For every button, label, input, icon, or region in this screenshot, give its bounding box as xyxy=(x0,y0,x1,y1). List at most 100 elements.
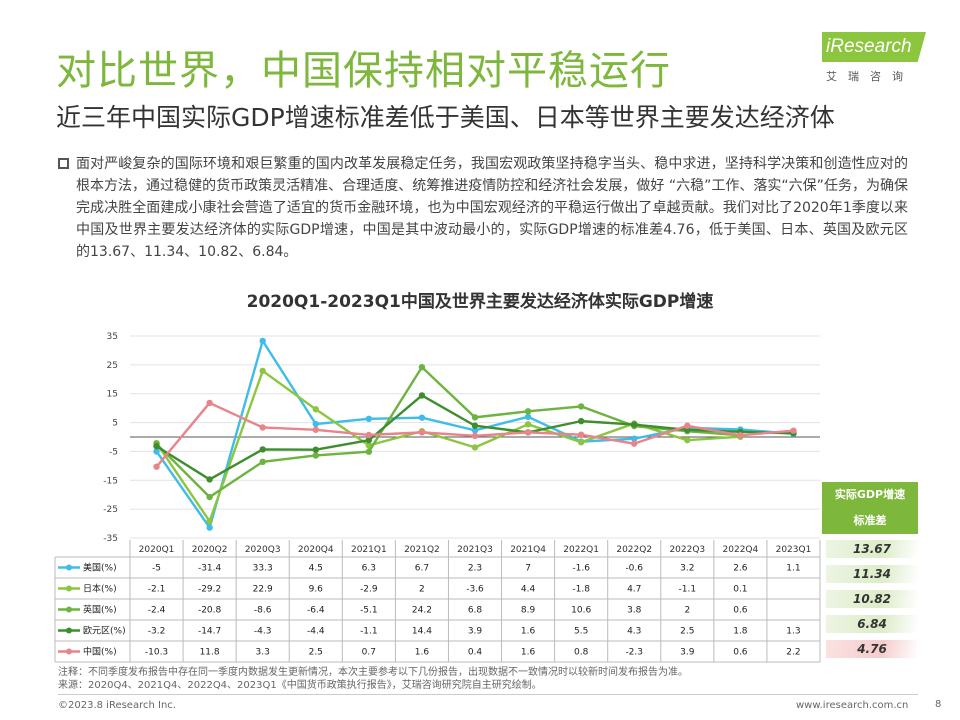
square-bullet-icon xyxy=(58,158,69,169)
table-cell: 2.3 xyxy=(468,564,482,574)
x-tick-label: 2021Q2 xyxy=(404,545,440,555)
table-row-label: 英国(%) xyxy=(83,604,117,616)
footer-website[interactable]: www.iresearch.com.cn xyxy=(796,700,909,711)
data-point xyxy=(153,443,160,450)
table-cell: 10.6 xyxy=(571,606,591,616)
data-point xyxy=(524,429,532,436)
std-dev-header: 实际GDP增速 标准差 xyxy=(822,482,918,534)
table-cell: 3.2 xyxy=(680,564,694,574)
note-line: 注释：不同季度发布报告中存在同一季度内数据发生更新情况，本次主要参考以下几份报告… xyxy=(58,667,688,678)
table-cell: -0.6 xyxy=(625,564,643,574)
data-point xyxy=(259,367,266,375)
footer-divider xyxy=(58,694,918,695)
table-row-label: 中国(%) xyxy=(83,646,117,658)
logo-main: iResearch xyxy=(822,32,926,62)
y-tick-label: -5 xyxy=(109,447,118,457)
chart-title: 2020Q1-2023Q1中国及世界主要发达经济体实际GDP增速 xyxy=(246,292,714,312)
x-tick-label: 2022Q4 xyxy=(723,545,759,555)
data-point xyxy=(684,422,691,429)
std-dev-header-line1: 实际GDP增速 xyxy=(834,488,906,501)
table-cell: -3.2 xyxy=(148,627,166,637)
legend-marker xyxy=(66,585,72,592)
y-tick-label: 35 xyxy=(107,332,118,342)
y-tick-label: 5 xyxy=(112,419,118,429)
data-point xyxy=(312,446,319,453)
data-point xyxy=(206,524,213,531)
table-cell: 6.7 xyxy=(415,564,429,574)
data-point xyxy=(365,448,373,455)
x-tick-label: 2022Q2 xyxy=(616,545,652,555)
data-point xyxy=(206,399,213,407)
legend-marker xyxy=(66,606,72,613)
y-tick-label: -25 xyxy=(103,505,118,515)
data-point xyxy=(312,406,319,413)
y-tick-label: -15 xyxy=(103,476,118,486)
data-point xyxy=(153,448,160,455)
data-point xyxy=(471,414,479,421)
legend-marker xyxy=(66,648,72,655)
data-point xyxy=(365,436,373,444)
table-row-label: 日本(%) xyxy=(83,583,117,595)
table-cell: 1.6 xyxy=(521,627,536,637)
std-dev-eurozone: 6.84 xyxy=(826,615,918,633)
table-cell: 3.9 xyxy=(468,627,483,637)
data-point xyxy=(631,435,638,442)
table-cell: -1.8 xyxy=(572,585,590,595)
x-tick-label: 2020Q4 xyxy=(298,545,334,555)
table-cell: 3.8 xyxy=(627,606,642,616)
data-point xyxy=(206,493,213,501)
table-cell: 4.7 xyxy=(627,585,641,595)
data-point xyxy=(259,424,266,431)
table-cell: -1.1 xyxy=(360,627,378,637)
table-cell: 3.3 xyxy=(256,648,270,658)
x-tick-label: 2020Q2 xyxy=(192,545,228,555)
table-cell: 6.8 xyxy=(468,606,483,616)
table-cell: 24.2 xyxy=(412,606,432,616)
data-point xyxy=(471,422,479,429)
chart-notes: 注释：不同季度发布报告中存在同一季度内数据发生更新情况，本次主要参考以下几份报告… xyxy=(58,666,688,692)
data-point xyxy=(365,431,373,439)
data-point xyxy=(577,438,585,446)
std-dev-us: 13.67 xyxy=(826,540,918,558)
legend-marker xyxy=(66,564,72,571)
table-cell: 4.3 xyxy=(627,627,641,637)
table-row-label: 欧元区(%) xyxy=(83,625,126,637)
table-cell: 5.5 xyxy=(574,627,588,637)
table-cell: -2.1 xyxy=(148,585,166,595)
x-tick-label: 2022Q1 xyxy=(563,545,599,555)
data-point xyxy=(153,463,160,470)
data-point xyxy=(631,440,638,447)
data-point xyxy=(524,408,532,415)
data-point xyxy=(577,431,585,438)
x-tick-label: 2020Q1 xyxy=(139,545,175,555)
source-line: 来源：2020Q4、2021Q4、2022Q4、2023Q1《中国货币政策执行报… xyxy=(58,680,542,691)
table-cell: 2.5 xyxy=(309,648,323,658)
table-cell: 11.8 xyxy=(200,648,220,658)
table-cell: 2 xyxy=(684,606,690,616)
data-point xyxy=(259,458,266,466)
x-tick-label: 2023Q1 xyxy=(776,545,812,555)
table-cell: -2.4 xyxy=(148,606,166,616)
table-cell: -1.6 xyxy=(572,564,590,574)
table-cell: 0.6 xyxy=(733,606,748,616)
footer-copyright: ©2023.8 iResearch Inc. xyxy=(58,700,176,711)
data-point xyxy=(312,426,319,433)
data-point xyxy=(418,429,426,436)
table-cell: 2 xyxy=(419,585,425,595)
table-cell: 33.3 xyxy=(253,564,273,574)
table-cell: -10.3 xyxy=(145,648,168,658)
data-point xyxy=(206,476,213,483)
y-tick-label: 15 xyxy=(107,390,118,400)
std-dev-uk: 10.82 xyxy=(826,590,918,608)
data-point xyxy=(790,427,797,434)
table-cell: 1.6 xyxy=(521,648,536,658)
table-cell: -4.4 xyxy=(307,627,325,637)
table-cell: -2.9 xyxy=(360,585,378,595)
data-point xyxy=(471,432,479,440)
table-cell: 0.7 xyxy=(362,648,376,658)
table-cell: -4.3 xyxy=(254,627,272,637)
table-cell: 1.8 xyxy=(733,627,748,637)
x-tick-label: 2022Q3 xyxy=(669,545,705,555)
summary-paragraph: 面对严峻复杂的国际环境和艰巨繁重的国内改革发展稳定任务，我国宏观政策坚持稳字当头… xyxy=(58,153,908,263)
table-cell: 1.6 xyxy=(415,648,430,658)
